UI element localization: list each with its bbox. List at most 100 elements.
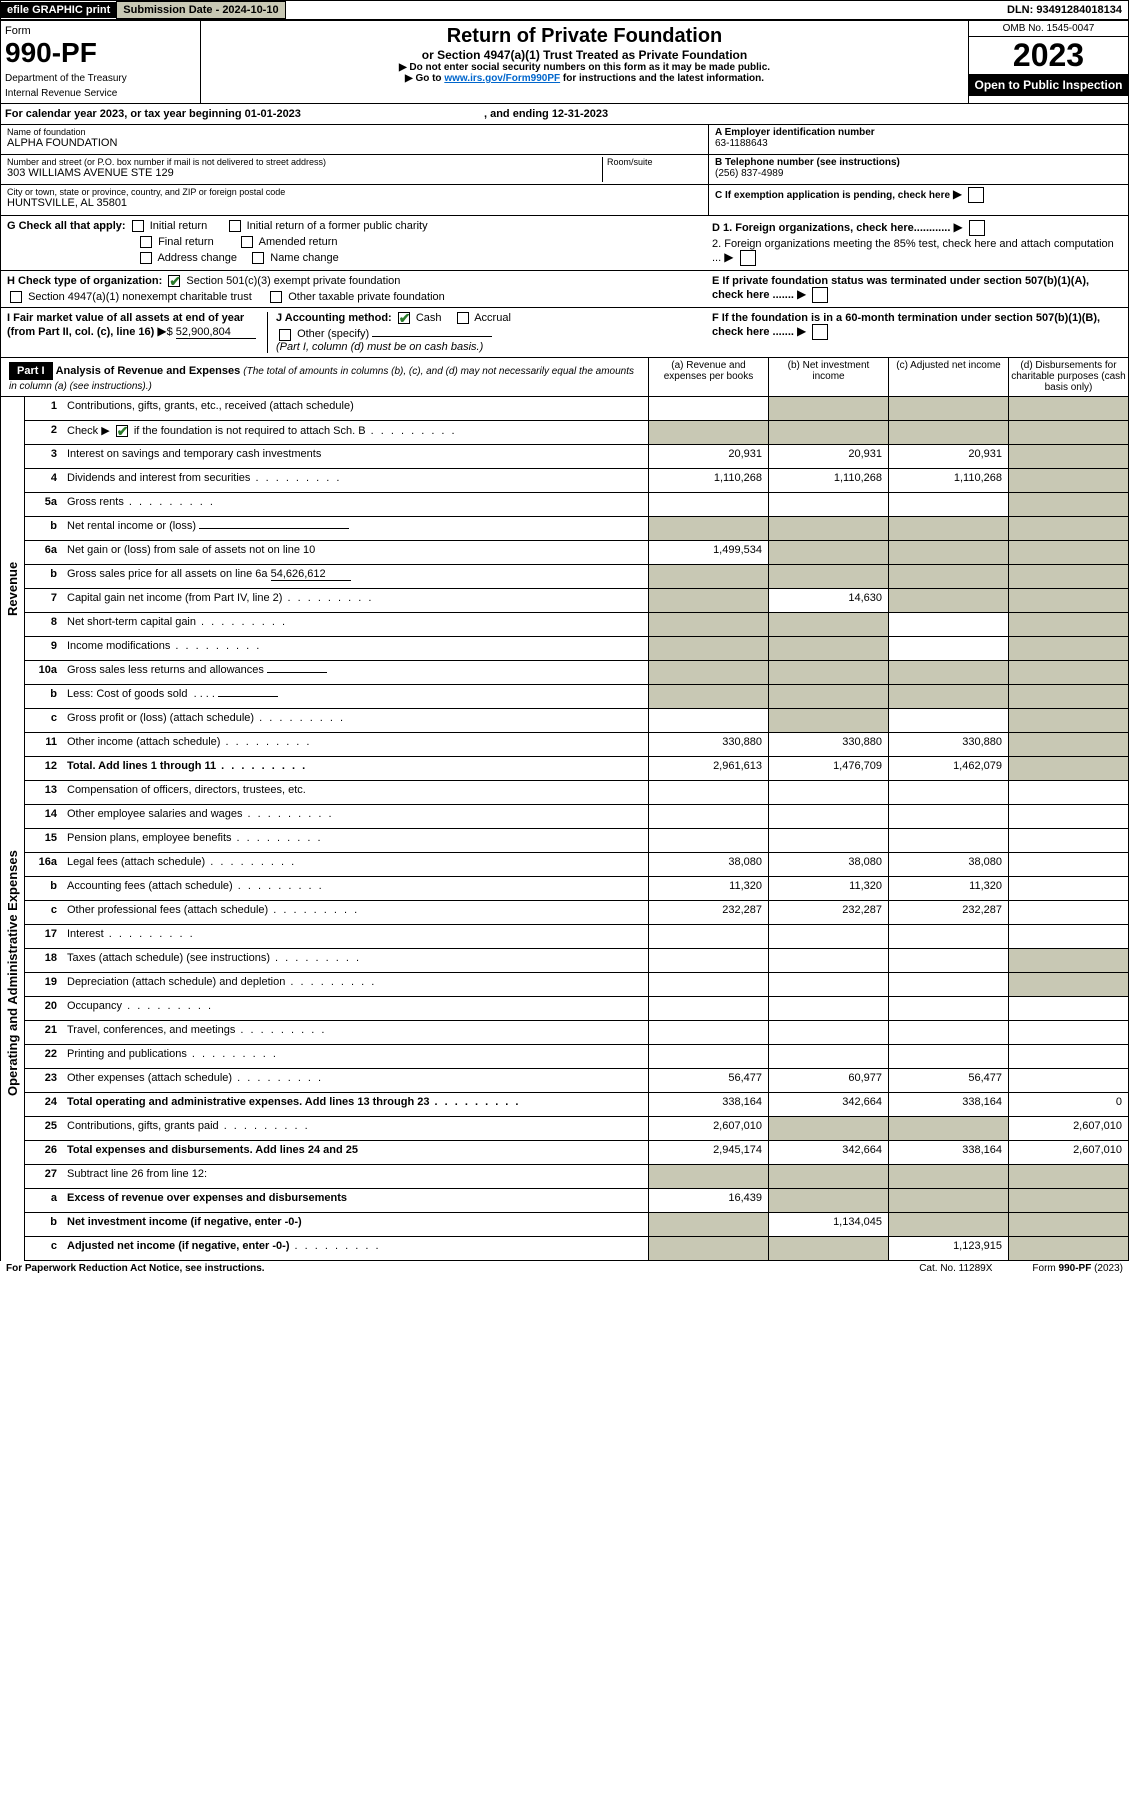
line-2: 2Check ▶ if the foundation is not requir… — [24, 421, 1129, 445]
line-16c: cOther professional fees (attach schedul… — [24, 901, 1129, 925]
initial-return-checkbox[interactable] — [132, 220, 144, 232]
line-23: 23Other expenses (attach schedule)56,477… — [24, 1069, 1129, 1093]
fmv-value: 52,900,804 — [176, 326, 256, 339]
d2-checkbox[interactable] — [740, 250, 756, 266]
form-number: 990-PF — [5, 37, 196, 69]
line-20: 20Occupancy — [24, 997, 1129, 1021]
c-label: C If exemption application is pending, c… — [715, 190, 950, 201]
line-27a: aExcess of revenue over expenses and dis… — [24, 1189, 1129, 1213]
line-16b: bAccounting fees (attach schedule)11,320… — [24, 877, 1129, 901]
line-27b: bNet investment income (if negative, ent… — [24, 1213, 1129, 1237]
h3-checkbox[interactable] — [270, 291, 282, 303]
schb-checkbox[interactable] — [116, 425, 128, 437]
line-6a: 6aNet gain or (loss) from sale of assets… — [24, 541, 1129, 565]
ein-value: 63-1188643 — [715, 138, 1122, 149]
line-24: 24Total operating and administrative exp… — [24, 1093, 1129, 1117]
phone-label: B Telephone number (see instructions) — [715, 157, 1122, 168]
open-public-badge: Open to Public Inspection — [969, 74, 1128, 96]
final-return-checkbox[interactable] — [140, 236, 152, 248]
instruction-ssn: ▶ Do not enter social security numbers o… — [205, 62, 964, 73]
d1-checkbox[interactable] — [969, 220, 985, 236]
line-8: 8Net short-term capital gain — [24, 613, 1129, 637]
form-subtitle: or Section 4947(a)(1) Trust Treated as P… — [205, 48, 964, 62]
line-22: 22Printing and publications — [24, 1045, 1129, 1069]
line-26: 26Total expenses and disbursements. Add … — [24, 1141, 1129, 1165]
f-label: F If the foundation is in a 60-month ter… — [712, 312, 1100, 338]
col-c-header: (c) Adjusted net income — [888, 358, 1008, 396]
dln-number: DLN: 93491284018134 — [1001, 2, 1128, 18]
form-title: Return of Private Foundation — [205, 25, 964, 48]
line-1: 1Contributions, gifts, grants, etc., rec… — [24, 397, 1129, 421]
footer-formref: Form 990-PF (2023) — [1032, 1263, 1123, 1274]
line-11: 11Other income (attach schedule)330,8803… — [24, 733, 1129, 757]
line-10a: 10aGross sales less returns and allowanc… — [24, 661, 1129, 685]
accrual-checkbox[interactable] — [457, 312, 469, 324]
line-9: 9Income modifications — [24, 637, 1129, 661]
city-label: City or town, state or province, country… — [7, 187, 702, 197]
room-label: Room/suite — [607, 157, 702, 167]
d1-label: D 1. Foreign organizations, check here..… — [712, 222, 950, 234]
instruction-link: ▶ Go to www.irs.gov/Form990PF for instru… — [205, 73, 964, 84]
revenue-side-label: Revenue — [0, 397, 24, 781]
h-label: H Check type of organization: — [7, 275, 162, 287]
cash-checkbox[interactable] — [398, 312, 410, 324]
omb-number: OMB No. 1545-0047 — [969, 21, 1128, 37]
amended-return-checkbox[interactable] — [241, 236, 253, 248]
part1-title: Analysis of Revenue and Expenses — [56, 365, 241, 377]
irs-label: Internal Revenue Service — [5, 88, 196, 99]
address-change-checkbox[interactable] — [140, 252, 152, 264]
check-section-g: G Check all that apply: Initial return I… — [0, 216, 1129, 271]
form-label: Form — [5, 25, 196, 37]
foundation-address: 303 WILLIAMS AVENUE STE 129 — [7, 167, 602, 179]
other-method-checkbox[interactable] — [279, 329, 291, 341]
h1-checkbox[interactable] — [168, 275, 180, 287]
line-27c: cAdjusted net income (if negative, enter… — [24, 1237, 1129, 1261]
line-7: 7Capital gain net income (from Part IV, … — [24, 589, 1129, 613]
line-16a: 16aLegal fees (attach schedule)38,08038,… — [24, 853, 1129, 877]
line-19: 19Depreciation (attach schedule) and dep… — [24, 973, 1129, 997]
col-a-header: (a) Revenue and expenses per books — [648, 358, 768, 396]
line-10c: cGross profit or (loss) (attach schedule… — [24, 709, 1129, 733]
h2-checkbox[interactable] — [10, 291, 22, 303]
line-25: 25Contributions, gifts, grants paid2,607… — [24, 1117, 1129, 1141]
line-14: 14Other employee salaries and wages — [24, 805, 1129, 829]
footer-catno: Cat. No. 11289X — [919, 1263, 992, 1274]
name-label: Name of foundation — [7, 127, 702, 137]
irs-link[interactable]: www.irs.gov/Form990PF — [444, 73, 560, 84]
check-section-ij: I Fair market value of all assets at end… — [0, 308, 1129, 357]
col-d-header: (d) Disbursements for charitable purpose… — [1008, 358, 1128, 396]
g-label: G Check all that apply: — [7, 220, 126, 232]
line-5a: 5aGross rents — [24, 493, 1129, 517]
expenses-side-label: Operating and Administrative Expenses — [0, 781, 24, 1165]
j-label: J Accounting method: — [276, 312, 392, 324]
line-5b: bNet rental income or (loss) — [24, 517, 1129, 541]
line-27: 27Subtract line 26 from line 12: — [24, 1165, 1129, 1189]
line-12: 12Total. Add lines 1 through 112,961,613… — [24, 757, 1129, 781]
ein-label: A Employer identification number — [715, 127, 1122, 138]
line-18: 18Taxes (attach schedule) (see instructi… — [24, 949, 1129, 973]
part1-header-row: Part I Analysis of Revenue and Expenses … — [0, 358, 1129, 397]
j-note: (Part I, column (d) must be on cash basi… — [276, 341, 702, 353]
initial-former-checkbox[interactable] — [229, 220, 241, 232]
efile-print-button[interactable]: efile GRAPHIC print — [1, 2, 116, 18]
line-4: 4Dividends and interest from securities1… — [24, 469, 1129, 493]
line-13: 13Compensation of officers, directors, t… — [24, 781, 1129, 805]
part1-badge: Part I — [9, 362, 53, 380]
line-3: 3Interest on savings and temporary cash … — [24, 445, 1129, 469]
col-b-header: (b) Net investment income — [768, 358, 888, 396]
top-bar: efile GRAPHIC print Submission Date - 20… — [0, 0, 1129, 20]
footer-left: For Paperwork Reduction Act Notice, see … — [6, 1263, 265, 1274]
e-checkbox[interactable] — [812, 287, 828, 303]
line-21: 21Travel, conferences, and meetings — [24, 1021, 1129, 1045]
page-footer: For Paperwork Reduction Act Notice, see … — [0, 1261, 1129, 1276]
check-section-h: H Check type of organization: Section 50… — [0, 271, 1129, 308]
line-6b: bGross sales price for all assets on lin… — [24, 565, 1129, 589]
dept-treasury: Department of the Treasury — [5, 73, 196, 84]
e-label: E If private foundation status was termi… — [712, 275, 1089, 301]
foundation-city: HUNTSVILLE, AL 35801 — [7, 197, 702, 209]
f-checkbox[interactable] — [812, 324, 828, 340]
addr-label: Number and street (or P.O. box number if… — [7, 157, 602, 167]
name-change-checkbox[interactable] — [252, 252, 264, 264]
d2-label: 2. Foreign organizations meeting the 85%… — [712, 238, 1114, 264]
c-checkbox[interactable] — [968, 187, 984, 203]
